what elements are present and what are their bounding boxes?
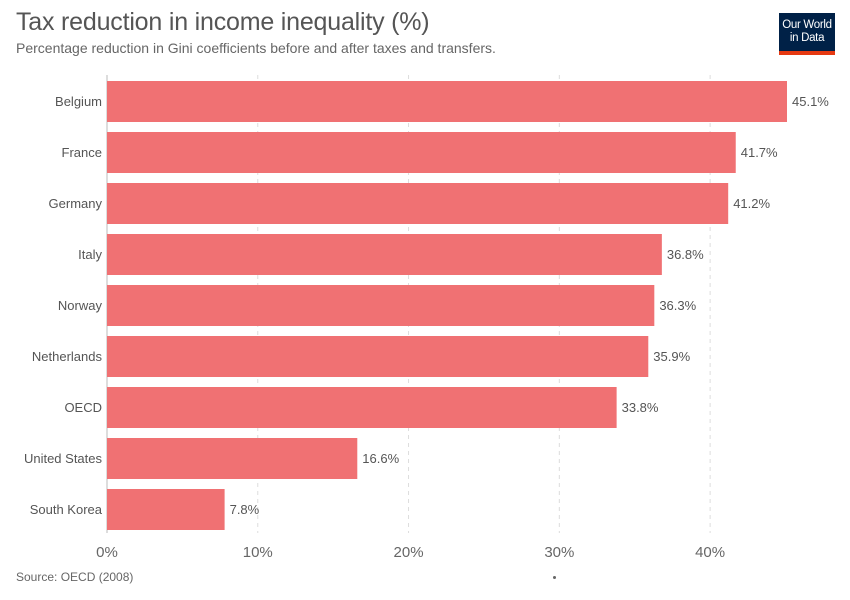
- x-tick-label: 20%: [394, 544, 424, 561]
- category-label: Norway: [58, 298, 103, 313]
- category-label: Germany: [49, 196, 103, 211]
- category-label: Netherlands: [32, 349, 103, 364]
- category-label: Italy: [78, 247, 102, 262]
- category-label: France: [62, 145, 102, 160]
- bar[interactable]: [107, 285, 655, 326]
- data-label: 36.8%: [667, 247, 704, 262]
- our-world-in-data-logo[interactable]: Our World in Data: [779, 13, 835, 55]
- source-note[interactable]: Source: OECD (2008): [16, 570, 134, 584]
- bar[interactable]: [107, 234, 662, 275]
- category-label: South Korea: [30, 502, 103, 517]
- logo-line-2: in Data: [789, 32, 825, 44]
- data-label: 36.3%: [659, 298, 696, 313]
- bar[interactable]: [107, 81, 787, 122]
- x-tick-label: 10%: [243, 544, 273, 561]
- category-label: Belgium: [55, 94, 102, 109]
- data-label: 35.9%: [653, 349, 690, 364]
- bar[interactable]: [107, 438, 358, 479]
- footer-dot: [553, 576, 556, 579]
- bar[interactable]: [107, 336, 649, 377]
- category-label: OECD: [64, 400, 102, 415]
- bar[interactable]: [107, 489, 225, 530]
- bar[interactable]: [107, 132, 736, 173]
- category-label: United States: [24, 451, 103, 466]
- bar[interactable]: [107, 387, 617, 428]
- bar[interactable]: [107, 183, 729, 224]
- x-tick-label: 30%: [544, 544, 574, 561]
- data-label: 16.6%: [362, 451, 399, 466]
- chart-subtitle: Percentage reduction in Gini coefficient…: [16, 40, 496, 56]
- labels: 0% 10% 20% 30% 40% Belgium 45.1% France 41.7% Ger…: [24, 94, 829, 561]
- data-label: 41.2%: [733, 196, 770, 211]
- data-label: 45.1%: [792, 94, 829, 109]
- bars: [107, 81, 787, 530]
- data-label: 33.8%: [622, 400, 659, 415]
- chart-title: Tax reduction in income inequality (%): [16, 8, 430, 36]
- data-label: 7.8%: [230, 502, 260, 517]
- logo-line-1: Our World: [782, 19, 832, 31]
- x-tick-label: 0%: [96, 544, 118, 561]
- x-tick-label: 40%: [695, 544, 725, 561]
- data-label: 41.7%: [741, 145, 778, 160]
